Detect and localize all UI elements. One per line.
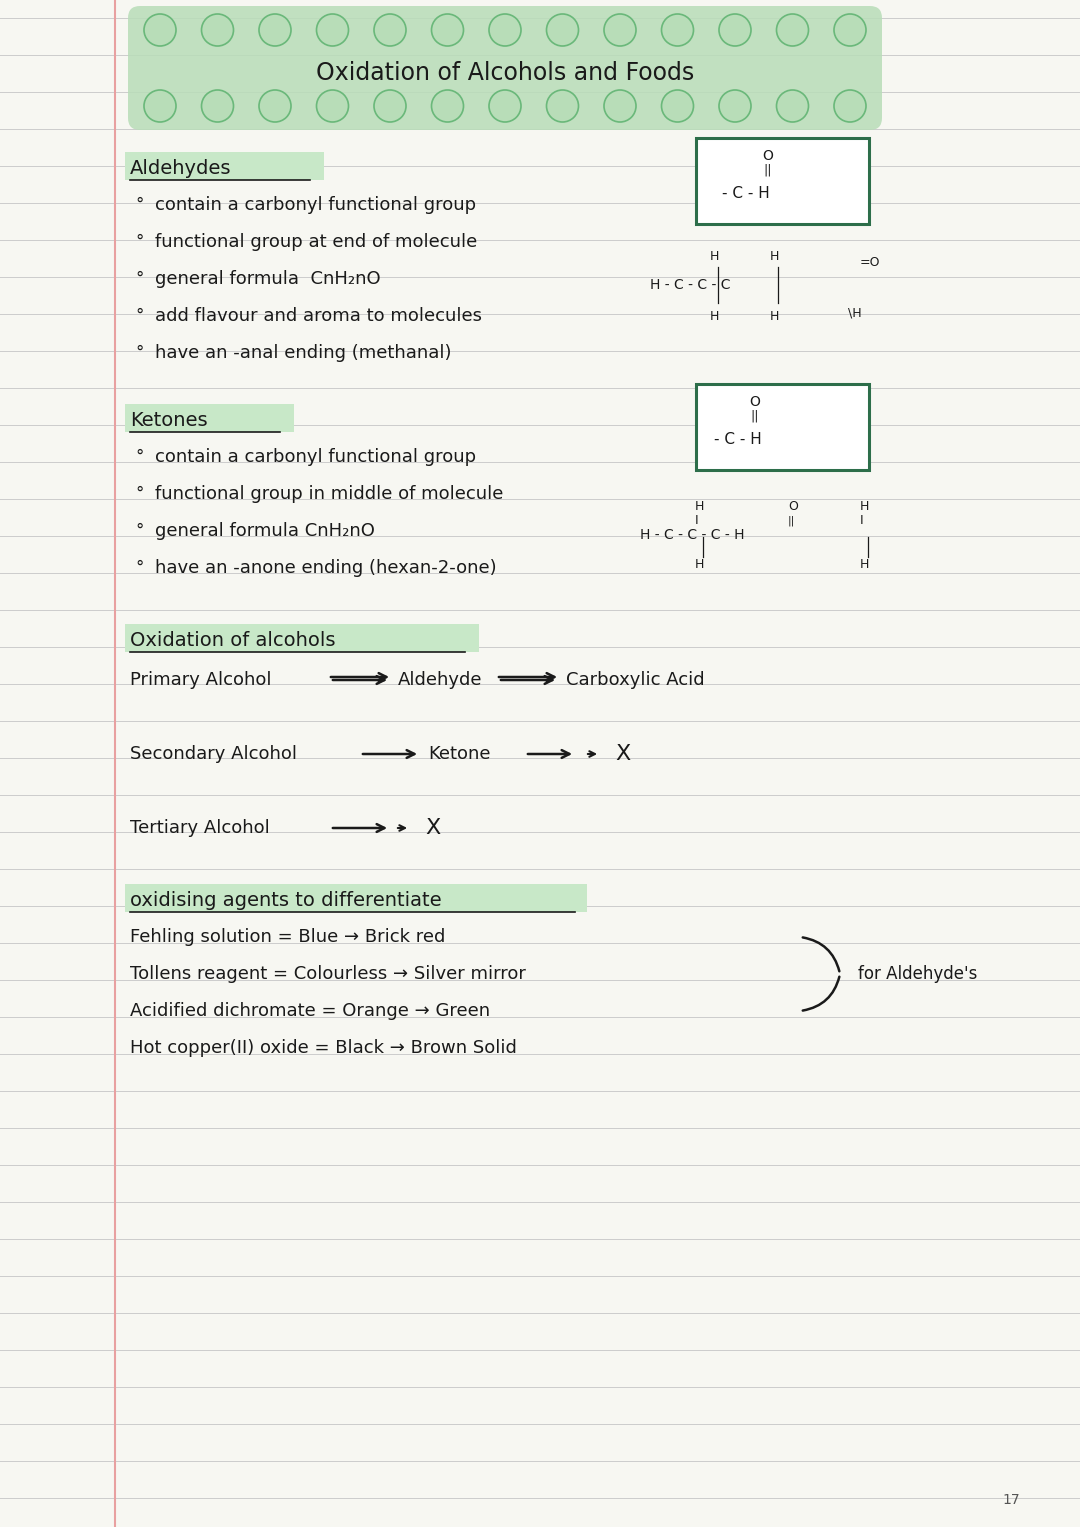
Text: ||: ||: [764, 163, 772, 177]
Circle shape: [432, 14, 463, 46]
Circle shape: [374, 90, 406, 122]
Circle shape: [489, 90, 521, 122]
FancyBboxPatch shape: [696, 137, 869, 224]
Text: H: H: [860, 559, 869, 571]
Circle shape: [259, 14, 291, 46]
Text: Tertiary Alcohol: Tertiary Alcohol: [130, 818, 270, 837]
Text: =O: =O: [860, 257, 880, 269]
FancyBboxPatch shape: [125, 884, 588, 912]
Text: Oxidation of Alcohols and Foods: Oxidation of Alcohols and Foods: [315, 61, 694, 86]
Text: Ketone: Ketone: [428, 745, 490, 764]
Text: H: H: [696, 501, 704, 513]
Text: have an -anone ending (hexan-2-one): have an -anone ending (hexan-2-one): [156, 559, 497, 577]
Text: °: °: [135, 344, 144, 362]
Circle shape: [144, 14, 176, 46]
Circle shape: [604, 14, 636, 46]
Text: X: X: [615, 744, 631, 764]
Text: Acidified dichromate = Orange → Green: Acidified dichromate = Orange → Green: [130, 1002, 490, 1020]
FancyBboxPatch shape: [125, 153, 324, 180]
Text: functional group in middle of molecule: functional group in middle of molecule: [156, 486, 503, 502]
Circle shape: [661, 90, 693, 122]
Text: I: I: [696, 513, 699, 527]
Text: contain a carbonyl functional group: contain a carbonyl functional group: [156, 447, 476, 466]
Text: Ketones: Ketones: [130, 411, 207, 429]
FancyBboxPatch shape: [129, 6, 882, 130]
Text: H: H: [710, 310, 719, 324]
Text: Fehling solution = Blue → Brick red: Fehling solution = Blue → Brick red: [130, 928, 445, 947]
Circle shape: [259, 90, 291, 122]
Circle shape: [374, 14, 406, 46]
Circle shape: [489, 14, 521, 46]
Text: °: °: [135, 486, 144, 502]
Circle shape: [316, 14, 349, 46]
Text: H: H: [710, 250, 719, 264]
Text: have an -anal ending (methanal): have an -anal ending (methanal): [156, 344, 451, 362]
Text: Secondary Alcohol: Secondary Alcohol: [130, 745, 297, 764]
Text: Primary Alcohol: Primary Alcohol: [130, 670, 271, 689]
Text: H - C - C - C - H: H - C - C - C - H: [640, 528, 744, 542]
Text: - C - H: - C - H: [714, 432, 761, 447]
Circle shape: [719, 90, 751, 122]
Text: °: °: [135, 307, 144, 325]
Circle shape: [144, 90, 176, 122]
Text: °: °: [135, 234, 144, 250]
Text: functional group at end of molecule: functional group at end of molecule: [156, 234, 477, 250]
Text: °: °: [135, 195, 144, 214]
Text: X: X: [426, 818, 441, 838]
Text: Oxidation of alcohols: Oxidation of alcohols: [130, 631, 336, 649]
Text: - C - H: - C - H: [723, 186, 770, 202]
Circle shape: [432, 90, 463, 122]
Text: O: O: [750, 395, 760, 409]
Text: oxidising agents to differentiate: oxidising agents to differentiate: [130, 890, 442, 910]
Circle shape: [661, 14, 693, 46]
Text: Hot copper(II) oxide = Black → Brown Solid: Hot copper(II) oxide = Black → Brown Sol…: [130, 1038, 517, 1057]
Text: 17: 17: [1002, 1493, 1020, 1507]
Text: H: H: [770, 250, 780, 264]
Text: ||: ||: [788, 516, 795, 527]
Text: for Aldehyde's: for Aldehyde's: [858, 965, 977, 983]
Text: ||: ||: [751, 409, 759, 423]
Circle shape: [834, 90, 866, 122]
Text: O: O: [762, 150, 773, 163]
Circle shape: [777, 90, 809, 122]
Text: Tollens reagent = Colourless → Silver mirror: Tollens reagent = Colourless → Silver mi…: [130, 965, 526, 983]
Text: °: °: [135, 270, 144, 289]
FancyBboxPatch shape: [125, 625, 480, 652]
Text: °: °: [135, 522, 144, 541]
Text: general formula  CnH₂nO: general formula CnH₂nO: [156, 270, 380, 289]
Text: I: I: [860, 513, 864, 527]
FancyBboxPatch shape: [696, 383, 869, 470]
Text: Carboxylic Acid: Carboxylic Acid: [566, 670, 704, 689]
Text: °: °: [135, 559, 144, 577]
Text: H: H: [696, 559, 704, 571]
Circle shape: [834, 14, 866, 46]
Circle shape: [546, 90, 579, 122]
Circle shape: [546, 14, 579, 46]
Text: O: O: [788, 501, 798, 513]
Circle shape: [777, 14, 809, 46]
Circle shape: [202, 14, 233, 46]
Circle shape: [316, 90, 349, 122]
FancyBboxPatch shape: [125, 405, 294, 432]
Circle shape: [202, 90, 233, 122]
Text: H: H: [860, 501, 869, 513]
Text: Aldehyde: Aldehyde: [399, 670, 483, 689]
Text: general formula CnH₂nO: general formula CnH₂nO: [156, 522, 375, 541]
Circle shape: [604, 90, 636, 122]
Text: H: H: [770, 310, 780, 324]
Text: add flavour and aroma to molecules: add flavour and aroma to molecules: [156, 307, 482, 325]
Text: contain a carbonyl functional group: contain a carbonyl functional group: [156, 195, 476, 214]
Circle shape: [719, 14, 751, 46]
Text: H - C - C - C: H - C - C - C: [650, 278, 730, 292]
Text: °: °: [135, 447, 144, 466]
Text: \H: \H: [848, 307, 862, 319]
Text: Aldehydes: Aldehydes: [130, 159, 231, 177]
